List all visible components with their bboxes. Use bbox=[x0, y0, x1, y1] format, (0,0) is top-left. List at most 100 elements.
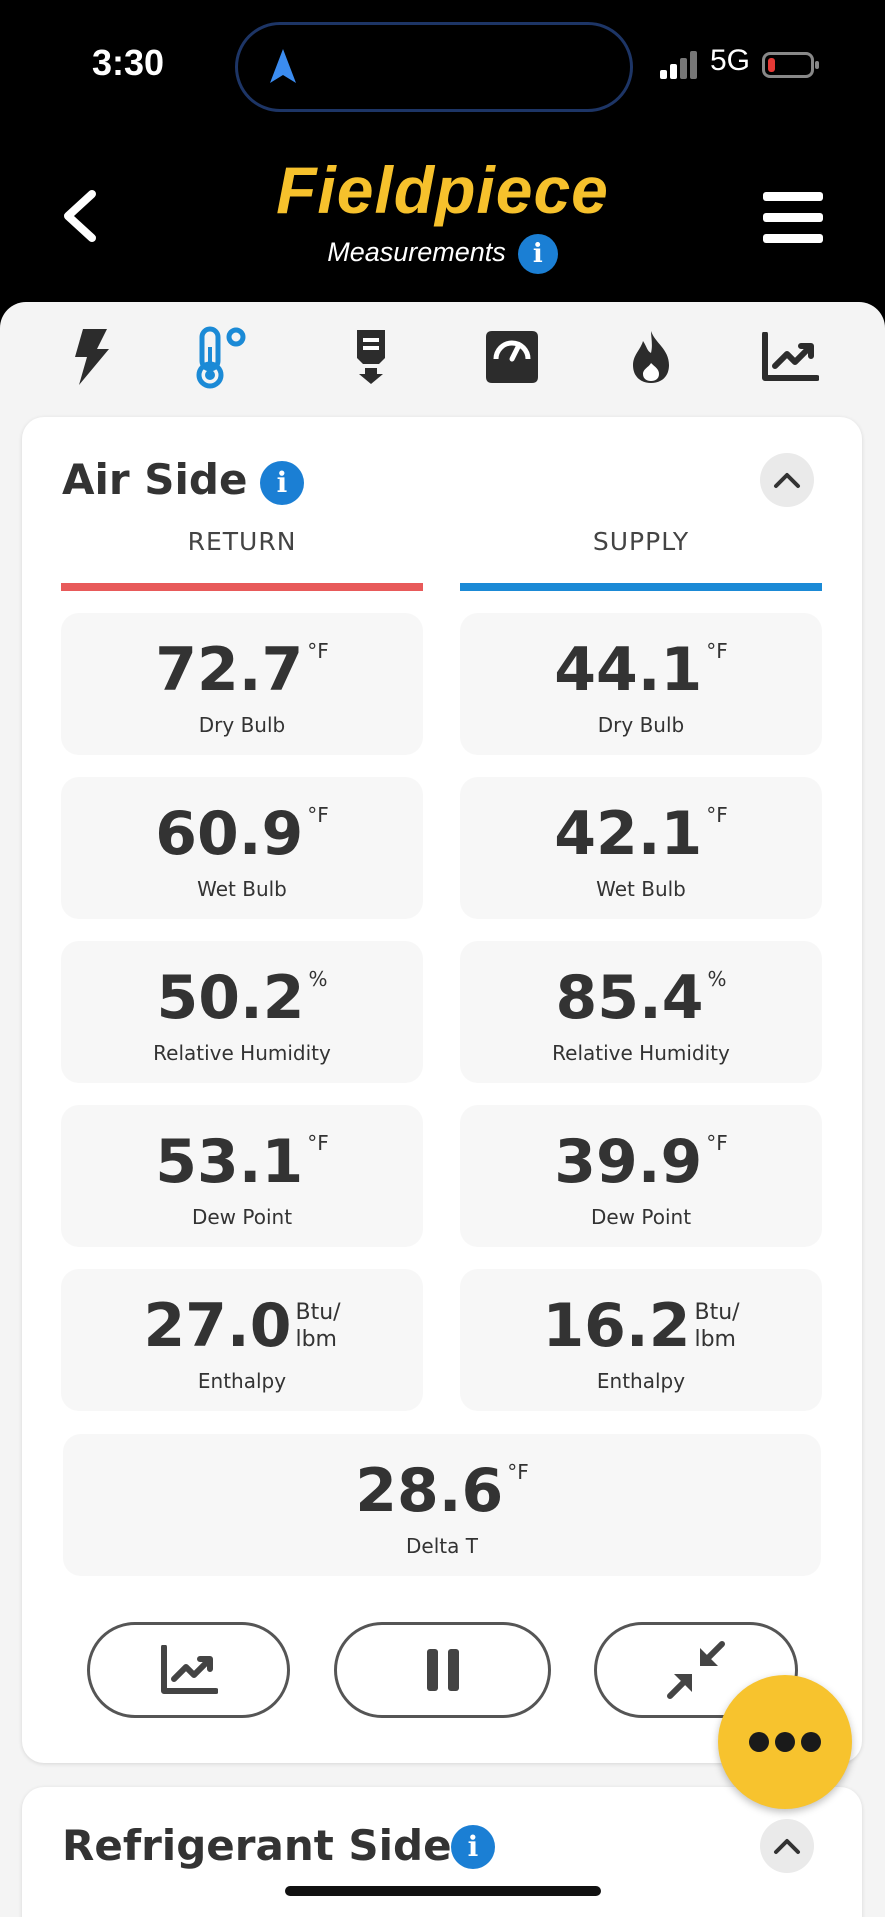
menu-icon[interactable] bbox=[763, 192, 823, 255]
pause-button[interactable] bbox=[334, 1622, 551, 1718]
chevron-up-icon bbox=[774, 473, 800, 488]
reading-label: Dew Point bbox=[191, 1205, 293, 1229]
minimize-arrows-icon bbox=[667, 1641, 725, 1699]
reading-label: Delta T bbox=[406, 1534, 478, 1558]
chart-button[interactable] bbox=[87, 1622, 290, 1718]
reading-value: 16.2 bbox=[542, 1291, 691, 1361]
more-dot-icon bbox=[749, 1732, 769, 1752]
probe-icon bbox=[357, 330, 385, 384]
return-dew-point-tile[interactable]: 53.1 °F Dew Point bbox=[61, 1105, 423, 1247]
navigation-arrow-icon bbox=[270, 49, 296, 83]
supply-underline bbox=[460, 583, 822, 591]
reading-value: 60.9 bbox=[155, 799, 304, 869]
reading-value: 28.6 bbox=[355, 1456, 504, 1526]
reading-label: Enthalpy bbox=[197, 1369, 287, 1393]
more-dot-icon bbox=[775, 1732, 795, 1752]
pause-icon bbox=[426, 1649, 459, 1691]
tab-probe[interactable] bbox=[336, 322, 406, 392]
tab-combustion[interactable] bbox=[616, 322, 686, 392]
more-dot-icon bbox=[801, 1732, 821, 1752]
return-dry-bulb-tile[interactable]: 72.7 °F Dry Bulb bbox=[61, 613, 423, 755]
header-subtitle-row: Measurements i bbox=[0, 234, 885, 274]
reading-label: Wet Bulb bbox=[596, 877, 686, 901]
reading-unit: °F bbox=[507, 1460, 529, 1484]
tab-temperature[interactable] bbox=[186, 322, 256, 392]
reading-label: Wet Bulb bbox=[197, 877, 287, 901]
refrigerant-side-info-icon[interactable]: i bbox=[451, 1825, 495, 1869]
unit-line: Btu/ bbox=[694, 1300, 740, 1325]
supply-dry-bulb-tile[interactable]: 44.1 °F Dry Bulb bbox=[460, 613, 822, 755]
air-side-info-icon[interactable]: i bbox=[260, 461, 304, 505]
status-time: 3:30 bbox=[92, 42, 165, 83]
refrigerant-side-card: Refrigerant Side i bbox=[22, 1787, 862, 1917]
tab-gauge[interactable] bbox=[477, 322, 547, 392]
reading-unit: °F bbox=[706, 803, 728, 827]
unit-line: Btu/ bbox=[295, 1300, 341, 1325]
air-side-card: Air Side i RETURN SUPPLY 72.7 °F Dry Bulb… bbox=[22, 417, 862, 1763]
return-column-header: RETURN bbox=[187, 527, 297, 556]
reading-unit: Btu/lbm bbox=[694, 1299, 739, 1353]
reading-unit: °F bbox=[307, 639, 329, 663]
chart-icon bbox=[762, 332, 819, 381]
reading-value: 72.7 bbox=[155, 635, 304, 705]
reading-value: 27.0 bbox=[143, 1291, 292, 1361]
air-side-collapse-button[interactable] bbox=[760, 453, 814, 507]
thermometer-icon bbox=[196, 326, 246, 389]
delta-t-tile[interactable]: 28.6 °F Delta T bbox=[63, 1434, 821, 1576]
air-side-title: Air Side bbox=[62, 455, 248, 504]
measurement-tabs bbox=[0, 302, 885, 412]
reading-unit: % bbox=[707, 967, 727, 991]
dynamic-island bbox=[235, 22, 633, 112]
unit-line: lbm bbox=[295, 1327, 337, 1352]
return-underline bbox=[61, 583, 423, 591]
reading-value: 42.1 bbox=[554, 799, 703, 869]
reading-unit: Btu/lbm bbox=[295, 1299, 340, 1353]
status-bar: 3:30 5G bbox=[0, 0, 885, 130]
unit-line: lbm bbox=[694, 1327, 736, 1352]
reading-value: 53.1 bbox=[155, 1127, 304, 1197]
reading-label: Relative Humidity bbox=[153, 1041, 331, 1065]
supply-enthalpy-tile[interactable]: 16.2 Btu/lbm Enthalpy bbox=[460, 1269, 822, 1411]
reading-label: Enthalpy bbox=[596, 1369, 686, 1393]
supply-wet-bulb-tile[interactable]: 42.1 °F Wet Bulb bbox=[460, 777, 822, 919]
reading-label: Dry Bulb bbox=[597, 713, 685, 737]
return-enthalpy-tile[interactable]: 27.0 Btu/lbm Enthalpy bbox=[61, 1269, 423, 1411]
reading-label: Relative Humidity bbox=[552, 1041, 730, 1065]
content-area: Air Side i RETURN SUPPLY 72.7 °F Dry Bulb… bbox=[0, 302, 885, 1917]
reading-value: 85.4 bbox=[555, 963, 704, 1033]
supply-column-header: SUPPLY bbox=[592, 527, 690, 556]
network-label: 5G bbox=[710, 44, 751, 77]
tab-trends[interactable] bbox=[755, 322, 825, 392]
reading-label: Dry Bulb bbox=[198, 713, 286, 737]
lightning-icon bbox=[75, 329, 109, 385]
reading-unit: °F bbox=[706, 1131, 728, 1155]
return-wet-bulb-tile[interactable]: 60.9 °F Wet Bulb bbox=[61, 777, 423, 919]
battery-icon bbox=[762, 52, 819, 78]
supply-humidity-tile[interactable]: 85.4% Relative Humidity bbox=[460, 941, 822, 1083]
refrigerant-side-collapse-button[interactable] bbox=[760, 1819, 814, 1873]
brand-logo: Fieldpiece bbox=[276, 153, 609, 227]
reading-value: 50.2 bbox=[156, 963, 305, 1033]
tab-electrical[interactable] bbox=[56, 322, 126, 392]
gauge-icon bbox=[486, 331, 538, 383]
reading-label: Dew Point bbox=[590, 1205, 692, 1229]
more-options-button[interactable] bbox=[718, 1675, 852, 1809]
chart-icon bbox=[160, 1645, 218, 1694]
reading-value: 44.1 bbox=[554, 635, 703, 705]
refrigerant-side-title: Refrigerant Side bbox=[62, 1821, 452, 1870]
back-chevron-icon[interactable] bbox=[60, 190, 100, 242]
supply-dew-point-tile[interactable]: 39.9 °F Dew Point bbox=[460, 1105, 822, 1247]
reading-unit: % bbox=[308, 967, 328, 991]
signal-icon bbox=[660, 51, 697, 79]
header-subtitle: Measurements bbox=[327, 237, 506, 268]
reading-unit: °F bbox=[307, 1131, 329, 1155]
header-info-icon[interactable]: i bbox=[517, 234, 558, 274]
reading-value: 39.9 bbox=[554, 1127, 703, 1197]
return-humidity-tile[interactable]: 50.2% Relative Humidity bbox=[61, 941, 423, 1083]
app-header: Fieldpiece Measurements i bbox=[0, 130, 885, 302]
flame-icon bbox=[633, 331, 669, 383]
reading-unit: °F bbox=[706, 639, 728, 663]
home-indicator[interactable] bbox=[285, 1886, 601, 1896]
reading-unit: °F bbox=[307, 803, 329, 827]
chevron-up-icon bbox=[774, 1839, 800, 1854]
